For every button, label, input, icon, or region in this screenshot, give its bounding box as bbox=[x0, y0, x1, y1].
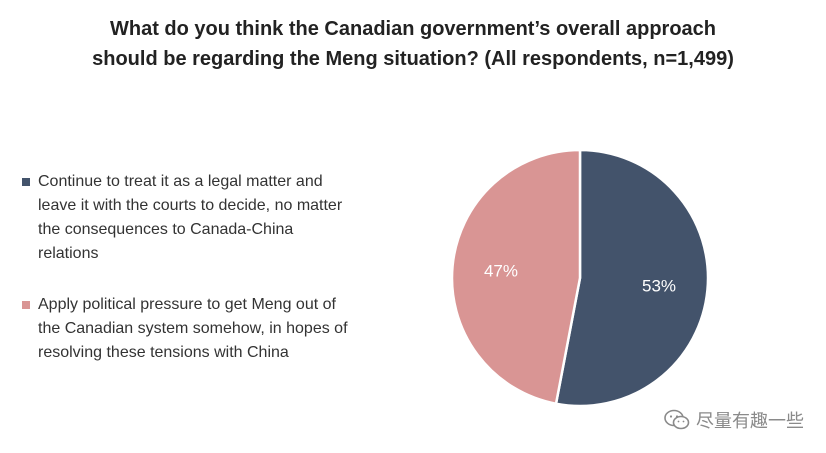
watermark: 尽量有趣一些 bbox=[664, 407, 804, 433]
legend-label-political-pressure-line-2: the Canadian system somehow, in hopes of bbox=[38, 320, 348, 337]
legend-label-legal-matter-line-2: leave it with the courts to decide, no m… bbox=[38, 197, 343, 214]
chart-title-line-1: What do you think the Canadian governmen… bbox=[109, 18, 716, 40]
chart-legend: Continue to treat it as a legal matter a… bbox=[22, 170, 402, 392]
pie-chart-container: 53% 47% bbox=[440, 138, 720, 418]
pie-slice-political-pressure bbox=[450, 148, 582, 406]
watermark-text: 尽量有趣一些 bbox=[696, 411, 804, 432]
wechat-icon bbox=[664, 409, 690, 430]
pie-chart: 53% 47% bbox=[450, 148, 710, 408]
chart-title: What do you think the Canadian governmen… bbox=[0, 14, 826, 74]
legend-swatch-political-pressure bbox=[22, 301, 30, 309]
legend-label-political-pressure-line-3: resolving these tensions with China bbox=[38, 344, 289, 361]
pie-slice-legal-matter bbox=[554, 148, 710, 408]
legend-label-political-pressure-line-1: Apply political pressure to get Meng out… bbox=[38, 296, 336, 313]
legend-label-legal-matter-line-3: the consequences to Canada-China bbox=[38, 221, 294, 238]
pie-label-legal-matter: 53% bbox=[642, 276, 676, 295]
chart-title-line-2: should be regarding the Meng situation? … bbox=[92, 48, 734, 70]
legend-swatch-legal-matter bbox=[22, 178, 30, 186]
legend-item-political-pressure: Apply political pressure to get Meng out… bbox=[22, 293, 402, 365]
pie-label-political-pressure: 47% bbox=[484, 262, 518, 281]
legend-label-legal-matter-line-1: Continue to treat it as a legal matter a… bbox=[38, 173, 323, 190]
legend-item-legal-matter: Continue to treat it as a legal matter a… bbox=[22, 170, 402, 266]
legend-label-legal-matter-line-4: relations bbox=[38, 245, 99, 262]
